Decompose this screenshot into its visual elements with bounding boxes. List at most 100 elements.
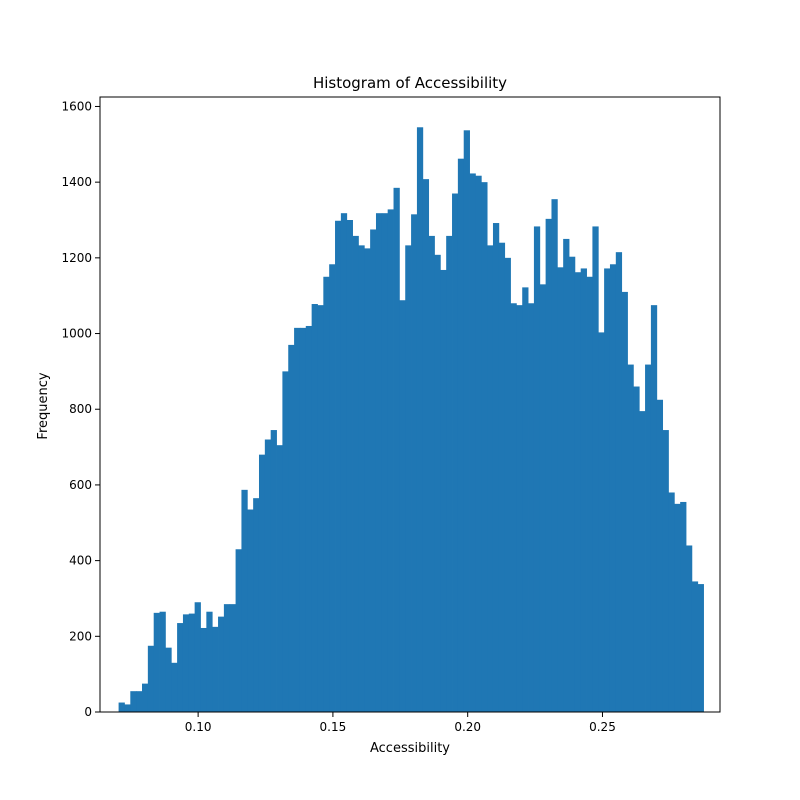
histogram-bar: [457, 158, 465, 712]
histogram-bar: [153, 612, 160, 712]
histogram-bar: [264, 439, 272, 712]
histogram-bar: [200, 627, 207, 712]
histogram-bar: [165, 647, 172, 712]
histogram-bar: [674, 503, 681, 712]
histogram-bar: [510, 303, 517, 712]
histogram-bar: [288, 344, 295, 712]
y-axis-label: Frequency: [36, 372, 51, 439]
histogram-bar: [317, 305, 324, 712]
y-tick-label: 400: [69, 554, 92, 568]
histogram-bar: [387, 209, 394, 712]
histogram-bar: [335, 220, 342, 712]
histogram-bar: [206, 611, 213, 712]
histogram-bar: [212, 626, 219, 712]
x-tick-label: 0.25: [589, 720, 616, 734]
histogram-bar: [440, 269, 447, 712]
axes-group: 0.10 0.15 0.20 0.25 0 200 400 600 800 1000 1200 140…: [61, 96, 721, 734]
histogram-bar: [691, 581, 699, 712]
histogram-bar: [235, 549, 242, 712]
histogram-bar: [609, 264, 617, 712]
x-tick-label: 0.15: [320, 720, 347, 734]
histogram-bar: [422, 179, 430, 712]
histogram-bar: [364, 248, 371, 712]
histogram-bar: [305, 325, 313, 712]
histogram-bar: [171, 662, 178, 712]
x-tick-label: 0.20: [454, 720, 481, 734]
histogram-bar: [504, 257, 511, 712]
histogram-bar: [247, 509, 254, 712]
histogram-bar: [656, 399, 664, 712]
histogram-bar: [446, 235, 453, 712]
histogram-bar: [697, 584, 704, 712]
histogram-bar: [346, 220, 353, 712]
histogram-bar: [621, 291, 628, 712]
y-tick-label: 1000: [61, 327, 92, 341]
histogram-bar: [598, 332, 605, 712]
histogram-bar: [522, 287, 529, 712]
x-axis-label: Accessibility: [370, 741, 450, 756]
histogram-bar: [428, 235, 435, 712]
histogram-bar: [662, 430, 669, 712]
histogram-bar: [241, 489, 248, 712]
histogram-bar: [188, 613, 196, 712]
histogram-bar: [118, 702, 125, 712]
histogram-bar: [142, 683, 149, 712]
histogram-bar: [516, 305, 523, 712]
histogram-bar: [136, 691, 143, 712]
histogram-bar: [270, 430, 277, 712]
y-tick-label: 800: [69, 402, 92, 416]
histogram-bar: [130, 691, 137, 712]
histogram-bar: [370, 229, 377, 712]
y-tick-label: 1400: [61, 175, 92, 189]
y-tick-label: 600: [69, 478, 92, 492]
histogram-bar: [276, 445, 283, 712]
histogram-bar: [563, 238, 570, 713]
histogram-bar: [481, 182, 488, 712]
histogram-bar: [375, 213, 383, 712]
histogram-bar: [229, 604, 236, 712]
histogram-bar: [492, 223, 500, 712]
x-tick-label: 0.10: [185, 720, 212, 734]
histogram-bar: [329, 264, 336, 712]
histogram-bar: [639, 411, 646, 712]
histogram-bar: [586, 276, 593, 712]
histogram-bar: [487, 245, 494, 713]
histogram-bar: [159, 611, 166, 712]
histogram-bar: [147, 645, 155, 712]
histogram-bar: [633, 386, 640, 712]
chart-title: Histogram of Accessibility: [313, 74, 507, 92]
histogram-bar: [358, 245, 365, 713]
histogram-bar: [580, 268, 587, 712]
histogram-bar: [545, 218, 552, 713]
histogram-bar: [393, 187, 400, 712]
histogram-bar: [253, 498, 260, 712]
histogram-bar: [434, 254, 441, 712]
histogram-bar: [194, 602, 201, 712]
histogram-bar: [650, 305, 658, 712]
histogram-bar: [592, 226, 599, 712]
histogram-bar: [399, 300, 406, 712]
histogram-bar: [258, 454, 266, 712]
histogram-bar: [311, 304, 318, 712]
histogram-bar: [557, 267, 564, 712]
histogram-bar: [416, 127, 424, 712]
histogram-bar: [405, 245, 412, 713]
histogram-bar: [569, 256, 576, 712]
bars-group: [118, 127, 704, 713]
y-tick-label: 1200: [61, 251, 92, 265]
histogram-bar: [323, 276, 330, 712]
histogram-bar: [645, 364, 652, 712]
histogram-bar: [498, 242, 506, 712]
y-tick-label: 1600: [61, 99, 92, 113]
histogram-bar: [469, 173, 476, 712]
histogram-bar: [177, 623, 184, 712]
histogram-bar: [218, 616, 225, 712]
histogram-bar: [124, 704, 131, 712]
y-tick-label: 200: [69, 629, 92, 643]
histogram-bar: [668, 492, 675, 712]
histogram-bar: [686, 545, 693, 712]
histogram-bar: [411, 214, 418, 712]
histogram-bar: [528, 303, 535, 712]
